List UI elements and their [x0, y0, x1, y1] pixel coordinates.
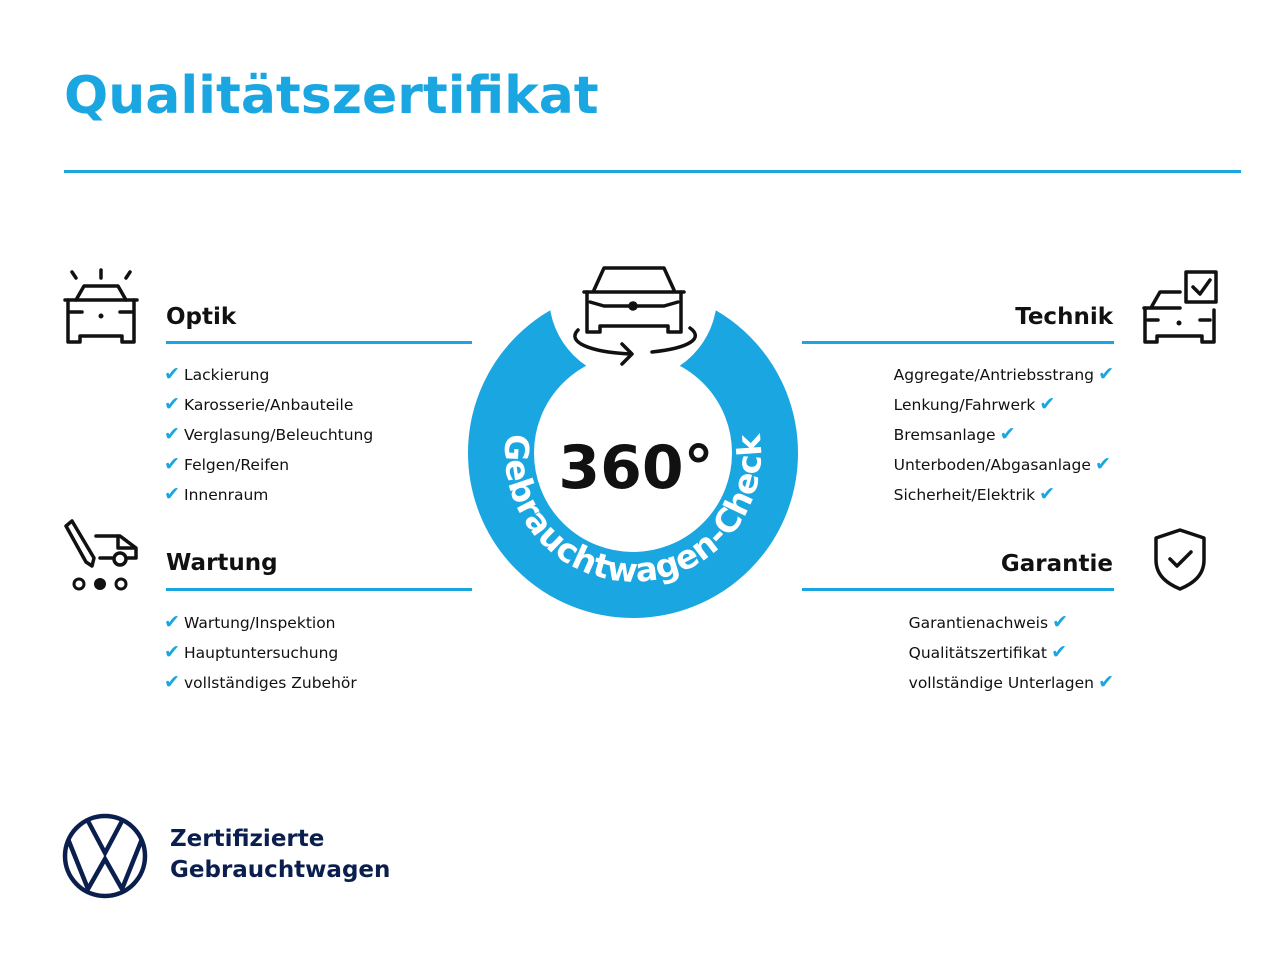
check-icon: ✔	[999, 423, 1016, 445]
list-item: ✔ Verglasung/Beleuchtung	[164, 419, 373, 449]
service-van-tool-icon	[64, 519, 138, 591]
footer-line2: Gebrauchtwagen	[170, 857, 391, 883]
check-icon: ✔	[1051, 641, 1067, 663]
list-item: Garantienachweis ✔	[909, 607, 1114, 637]
list-item: ✔ Innenraum	[164, 479, 373, 509]
list-item: Aggregate/Antriebsstrang ✔	[894, 359, 1114, 389]
wartung-divider	[166, 588, 472, 591]
list-item: ✔ Karosserie/Anbauteile	[164, 389, 373, 419]
car-rotate-icon	[573, 266, 697, 366]
list-item: ✔ Wartung/Inspektion	[164, 607, 357, 637]
technik-divider	[802, 341, 1114, 344]
page-title: Qualitätszertifikat	[64, 66, 599, 126]
optik-heading: Optik	[166, 304, 237, 330]
wartung-list: ✔ Wartung/Inspektion ✔ Hauptuntersuchung ✔…	[164, 607, 357, 697]
check-icon: ✔	[1098, 671, 1114, 693]
title-divider	[64, 170, 1241, 173]
car-lights-icon	[63, 268, 139, 344]
list-item: vollständige Unterlagen ✔	[909, 667, 1114, 697]
check-icon: ✔	[164, 641, 180, 663]
optik-divider	[166, 341, 472, 344]
list-item: Lenkung/Fahrwerk ✔	[894, 389, 1114, 419]
optik-list: ✔ Lackierung ✔ Karosserie/Anbauteile ✔ Verg…	[164, 359, 373, 509]
list-item: Bremsanlage ✔	[894, 419, 1114, 449]
check-icon: ✔	[164, 363, 180, 385]
badge-value: 360°	[558, 433, 713, 503]
list-item: ✔ Felgen/Reifen	[164, 449, 373, 479]
list-item: ✔ Hauptuntersuchung	[164, 637, 357, 667]
check-icon: ✔	[164, 453, 180, 475]
check-icon: ✔	[164, 393, 180, 415]
check-icon: ✔	[1052, 611, 1069, 633]
list-item: Unterboden/Abgasanlage ✔	[894, 449, 1114, 479]
wartung-heading: Wartung	[166, 550, 278, 576]
list-item: Sicherheit/Elektrik ✔	[894, 479, 1114, 509]
car-checkbox-icon	[1142, 270, 1218, 344]
badge-ring-cutout	[549, 212, 717, 380]
footer-line1: Zertifizierte	[170, 826, 325, 852]
vw-logo	[62, 813, 148, 899]
garantie-heading: Garantie	[1000, 551, 1113, 577]
list-item: ✔ vollständiges Zubehör	[164, 667, 357, 697]
garantie-list: Garantienachweis ✔ Qualitätszertifikat ✔ v…	[909, 607, 1114, 697]
shield-check-icon	[1154, 528, 1206, 591]
check-icon: ✔	[164, 671, 180, 693]
list-item: ✔ Lackierung	[164, 359, 373, 389]
check-icon: ✔	[164, 483, 180, 505]
footer-brand-text: Zertifizierte Gebrauchtwagen	[170, 824, 390, 886]
garantie-divider	[802, 588, 1114, 591]
check-icon: ✔	[1039, 483, 1056, 505]
technik-heading: Technik	[1015, 304, 1113, 330]
check-icon: ✔	[164, 423, 180, 445]
check-icon: ✔	[164, 611, 180, 633]
check-icon: ✔	[1039, 393, 1056, 415]
check-icon: ✔	[1098, 363, 1114, 385]
technik-list: Aggregate/Antriebsstrang ✔ Lenkung/Fahrwe…	[894, 359, 1114, 509]
check-icon: ✔	[1095, 453, 1111, 475]
list-item: Qualitätszertifikat ✔	[909, 637, 1114, 667]
